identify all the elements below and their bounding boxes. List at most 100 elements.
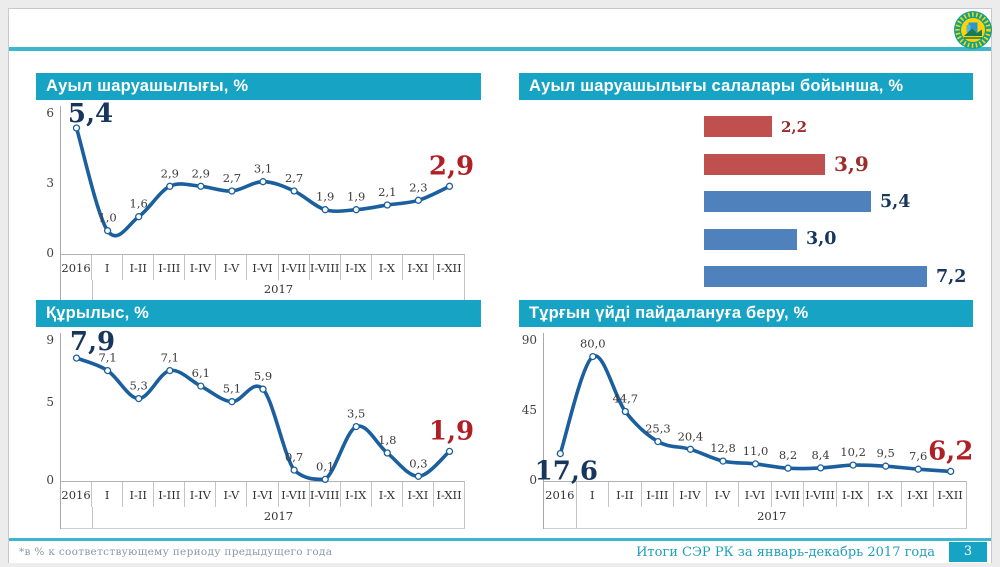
- page-number-badge: 3: [949, 542, 987, 562]
- data-point-label: 9,5: [877, 446, 895, 460]
- data-point-label: 1,0: [98, 211, 116, 225]
- data-point-label: 0,7: [285, 450, 303, 464]
- bar-group: 2,2 3,9 5,4 3,0 7,2: [704, 116, 966, 304]
- data-point-marker: [259, 385, 267, 393]
- x-axis-cell: I-III: [640, 482, 674, 507]
- data-point-marker: [103, 366, 112, 375]
- data-point-label: 2,9: [192, 166, 210, 180]
- chart-construction: Құрылыс, % 9 5 0 7,1 5,3 7,1 6,1 5,1 5,9 0,7 0,1 3…: [36, 300, 481, 529]
- bar-row: 2,2: [704, 116, 966, 137]
- x-axis-cell: I-XI: [900, 482, 934, 507]
- bar-row: 7,2: [704, 266, 966, 287]
- data-point-label: 2,9: [161, 166, 179, 180]
- x-axis-cell: I-IV: [184, 482, 215, 507]
- data-point-marker: [228, 187, 236, 195]
- footer: *в % к соответствующему периоду предыдущ…: [9, 541, 991, 563]
- report-title: Итоги СЭР РК за январь-декабрь 2017 года: [636, 544, 935, 560]
- x-axis-cell: I-VII: [277, 255, 309, 280]
- data-point-marker: [352, 422, 360, 431]
- data-point-label: 1,6: [130, 197, 148, 211]
- x-axis-cell: I-IX: [835, 482, 869, 507]
- x-axis-cell: I-II: [122, 482, 153, 507]
- chart-title-banner: Тұрғын үйді пайдалануға беру, %: [519, 300, 973, 327]
- chart-agriculture: Ауыл шаруашылығы, % 6 3 0 1,0 1,6 2,9 2,9 2,7 3…: [36, 73, 481, 302]
- x-axis-year-spacer: [544, 507, 576, 528]
- x-axis-cell: I-X: [868, 482, 901, 507]
- x-axis-cell: I-VII: [277, 482, 309, 507]
- x-axis-cell: I-II: [608, 482, 641, 507]
- data-point-marker: [414, 472, 423, 480]
- data-point-marker: [414, 196, 423, 204]
- y-axis-labels: 9 5 0: [36, 333, 60, 529]
- bar-value-label: 5,4: [880, 191, 911, 212]
- bar: [704, 266, 927, 287]
- x-axis-cell: I-III: [153, 255, 184, 280]
- y-tick-label: 0: [529, 473, 537, 487]
- line-plot: 7,1 5,3 7,1 6,1 5,1 5,9 0,7 0,1 3,5 1,8 0,3 7,9 1,9: [70, 327, 474, 484]
- y-tick-label: 5: [46, 395, 54, 410]
- data-point-label: 11,0: [743, 444, 769, 458]
- bar-row: 3,9: [704, 152, 966, 176]
- x-axis-cell: 2016: [61, 488, 91, 502]
- data-point-label: 25,3: [645, 422, 671, 436]
- last-value-label: 1,9: [429, 416, 474, 446]
- line-plot: 1,0 1,6 2,9 2,9 2,7 3,1 2,7 1,9 1,9 2,1 2,3 5,4 2,9: [68, 99, 474, 238]
- data-point-label: 80,0: [580, 337, 606, 351]
- kazstat-emblem-icon: [953, 10, 993, 50]
- data-point-marker: [784, 464, 792, 472]
- data-point-label: 3,1: [254, 162, 272, 176]
- x-axis-cell: I: [575, 482, 609, 507]
- data-point-marker: [686, 445, 695, 453]
- data-point-marker: [589, 352, 597, 361]
- data-point-label: 1,9: [347, 190, 365, 204]
- first-value-label: 7,9: [70, 327, 115, 357]
- data-point-marker: [321, 206, 329, 214]
- x-axis-cell: I-VI: [246, 482, 277, 507]
- data-point-label: 1,8: [378, 433, 396, 447]
- y-tick-label: 45: [521, 403, 537, 417]
- x-axis-cell: I-V: [705, 482, 739, 507]
- x-axis: 2016 I I-II I-III I-IV I-V I-VI I-VII I-VIII I-IX…: [544, 481, 967, 529]
- bar: [704, 153, 825, 175]
- bar: [704, 116, 772, 137]
- x-axis: 2016 I I-II I-III I-IV I-V I-VI I-VII I-VIII I-IX…: [61, 481, 465, 529]
- data-point-marker: [556, 449, 564, 458]
- y-tick-label: 0: [46, 246, 54, 260]
- data-point-marker: [166, 366, 174, 375]
- chart-agri-sectors: Ауыл шаруашылығы салалары бойынша, % 2,2…: [511, 73, 981, 300]
- x-axis-cell: I-IV: [184, 255, 215, 280]
- data-point-marker: [135, 213, 143, 221]
- data-point-marker: [947, 467, 955, 476]
- data-point-marker: [72, 124, 81, 132]
- data-point-marker: [383, 201, 391, 209]
- data-point-label: 2,1: [378, 185, 396, 199]
- bar: [704, 228, 797, 250]
- x-axis-cell: I: [91, 255, 122, 280]
- bar-value-label: 3,0: [806, 229, 837, 249]
- data-point-marker: [228, 398, 236, 406]
- x-axis-year-spacer: [61, 507, 92, 528]
- data-point-marker: [621, 407, 629, 416]
- x-axis-cell: I: [91, 482, 122, 507]
- x-axis-cell: I-VI: [246, 255, 277, 280]
- data-point-label: 7,1: [98, 351, 116, 365]
- y-tick-label: 9: [46, 333, 54, 347]
- data-point-label: 1,9: [316, 190, 334, 204]
- data-point-label: 12,8: [710, 441, 736, 455]
- data-point-marker: [352, 206, 360, 214]
- data-point-marker: [166, 182, 174, 190]
- data-point-marker: [914, 465, 922, 473]
- data-point-label: 2,3: [409, 180, 427, 194]
- data-point-marker: [197, 382, 205, 390]
- x-axis-cell: I-X: [370, 255, 402, 280]
- chart-housing: Тұрғын үйді пайдалануға беру, % 90 45 0 80…: [511, 300, 981, 529]
- data-point-marker: [445, 447, 454, 456]
- x-axis-cell: I-VIII: [308, 255, 340, 280]
- data-point-label: 10,2: [840, 445, 866, 459]
- x-axis-cell: I-VI: [738, 482, 771, 507]
- first-value-label: 5,4: [68, 99, 113, 129]
- data-point-marker: [290, 187, 298, 195]
- data-point-marker: [135, 394, 143, 403]
- bar-row: 3,0: [704, 228, 966, 250]
- x-axis-cell: I-XI: [401, 255, 433, 280]
